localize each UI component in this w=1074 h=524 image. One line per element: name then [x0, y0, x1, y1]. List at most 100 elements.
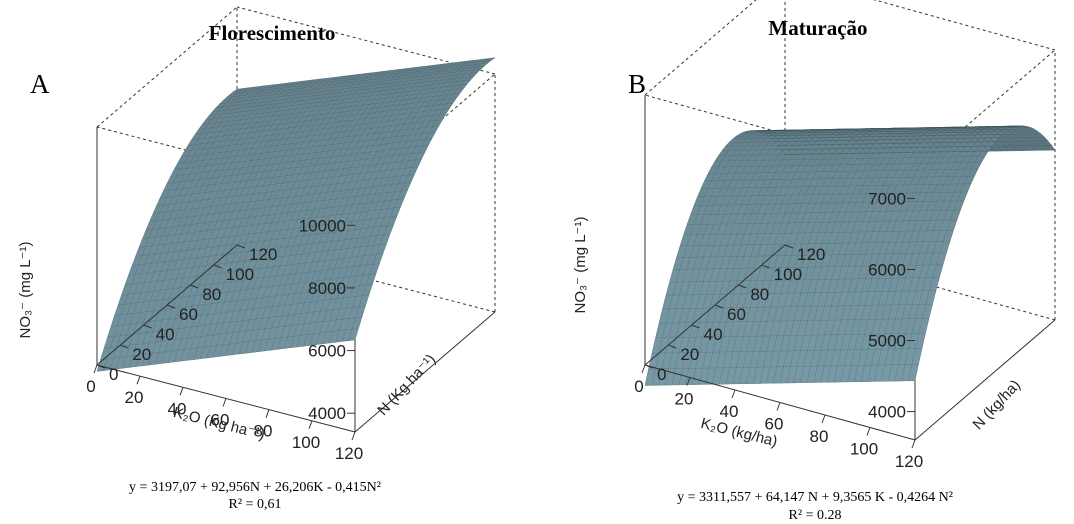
- panel-a-mesh-line-k: [354, 57, 496, 340]
- panel-a-mesh-line-k: [348, 58, 489, 341]
- panel-b-y-tick-label: 120: [797, 245, 825, 264]
- panel-b-y-tick-label: 0: [657, 365, 666, 384]
- panel-a-x-tick-mark: [308, 420, 313, 430]
- panel-a-y-tick-mark: [120, 344, 129, 349]
- panel-a-mesh-line-k: [167, 80, 309, 363]
- panel-a-mesh-line-n: [145, 198, 405, 231]
- panel-a-z-label: NO₃⁻ (mg L⁻¹): [17, 242, 34, 339]
- panel-b-y-label: N (kg/ha): [969, 377, 1024, 434]
- panel-b-x-tick-label: 40: [720, 402, 739, 421]
- panel-a-mesh-line-n: [128, 243, 387, 276]
- panel-a-x-tick-label: 40: [168, 399, 187, 418]
- panel-b-box-edge-back-top: [873, 0, 1056, 51]
- panel-b-x-tick-mark: [866, 427, 871, 436]
- panel-b-title: Maturação: [768, 16, 867, 40]
- panel-a-mesh-line-k: [148, 82, 289, 366]
- panel-a-mesh-line-n: [191, 108, 450, 140]
- panel-a-mesh-line-k: [290, 65, 431, 348]
- panel-a-mesh-line-k: [258, 69, 399, 352]
- panel-b-y-tick-label: 20: [680, 345, 699, 364]
- panel-a-x-tick-mark: [179, 387, 184, 396]
- panel-a-mesh-line-n: [114, 283, 373, 316]
- panel-b: Maturação B 4000500060007000120100806040…: [572, 0, 1056, 523]
- panel-a-x-tick-label: 60: [211, 411, 230, 430]
- panel-a-mesh-line-k: [135, 84, 276, 367]
- panel-a-box-edge-left-bottom: [354, 311, 496, 433]
- panel-a-mesh-line-k: [187, 78, 328, 361]
- panel-a-z-tick-label: 8000: [308, 279, 346, 298]
- panel-a-box-edge-right-top: [96, 6, 238, 128]
- panel-a-mesh-line-n: [163, 159, 422, 191]
- panel-a-mesh-line-n: [215, 76, 475, 108]
- panel-a-z-tick-label: 6000: [308, 342, 346, 361]
- panel-a-x-tick-mark: [222, 398, 227, 407]
- panel-a-mesh-line-n: [180, 125, 440, 158]
- panel-a-mesh-line-n: [159, 166, 419, 199]
- panel-a-mesh-line-k: [193, 77, 334, 360]
- panel-a-mesh-line-n: [121, 263, 380, 296]
- panel-a-y-tick-mark: [143, 324, 152, 329]
- panel-a-mesh-line-k: [283, 66, 425, 349]
- panel-a-mesh-line-k: [180, 78, 322, 362]
- panel-a-mesh-line-k: [277, 66, 418, 350]
- panel-b-x-tick-label: 120: [895, 452, 923, 471]
- panel-a-mesh-line-n: [170, 144, 429, 177]
- panel-b-y-tick-label: 100: [774, 265, 802, 284]
- panel-a-y-tick-label: 0: [109, 365, 118, 384]
- panel-a-x-tick-label: 0: [86, 377, 95, 396]
- panel-a-mesh-line-n: [187, 113, 447, 146]
- panel-b-z-tick-label: 6000: [868, 260, 906, 279]
- panel-b-x-tick-mark: [641, 364, 646, 374]
- panel-a-mesh-line-n: [142, 206, 401, 239]
- panel-a-mesh-line-n: [226, 65, 485, 98]
- panel-a-mesh-line-k: [251, 70, 392, 353]
- panel-a-letter: A: [30, 69, 50, 99]
- panel-a-mesh-line-n: [173, 138, 433, 170]
- panel-a-mesh-line-k: [206, 75, 347, 359]
- panel-a-mesh-line-k: [129, 85, 270, 368]
- panel-a-mesh-line-n: [138, 215, 398, 248]
- panel-a-x-tick-label: 100: [292, 433, 320, 452]
- panel-a-mesh-line-n: [198, 97, 457, 130]
- panel-b-letter: B: [628, 69, 646, 99]
- panel-b-x-tick-mark: [776, 402, 781, 411]
- panel-a-y-tick-mark: [213, 264, 222, 269]
- panel-a-mesh-line-k: [225, 73, 367, 356]
- panel-a-mesh-line-k: [161, 81, 302, 364]
- panel-a-mesh-line-k: [116, 86, 257, 370]
- panel-b-x-tick-mark: [911, 439, 916, 449]
- panel-a-mesh-line-k: [270, 67, 412, 351]
- panel-b-surface: [644, 125, 1056, 386]
- panel-a-mesh-line-n: [131, 234, 391, 266]
- panel-a-x-tick-mark: [136, 375, 141, 385]
- panel-a-mesh-line-n: [117, 273, 377, 306]
- panel-a-mesh-line-n: [233, 60, 492, 92]
- panel-a-y-tick-mark: [166, 304, 176, 309]
- panel-a-surface-mesh: [96, 57, 496, 372]
- panel-b-z-tick-label: 4000: [868, 403, 906, 422]
- panel-a-x-tick-label: 80: [254, 422, 273, 441]
- panel-a-z-tick-label: 4000: [308, 404, 346, 423]
- panel-a-y-tick-mark: [236, 244, 246, 249]
- panel-b-x-tick-label: 100: [850, 440, 878, 459]
- panel-a-mesh-line-n: [194, 102, 454, 135]
- panel-a-y-tick-mark: [190, 284, 199, 289]
- panel-a-mesh-line-n: [201, 93, 461, 125]
- panel-b-plot: 4000500060007000120100806040200020406080…: [634, 0, 1056, 471]
- panel-a-mesh-line-n: [219, 72, 478, 105]
- panel-a-mesh-line-n: [110, 294, 370, 327]
- panel-a-equation: y = 3197,07 + 92,956N + 26,206K - 0,415N…: [129, 480, 381, 495]
- panel-a-z-tick-label: 10000: [299, 216, 346, 235]
- panel-a-mesh-line-n: [177, 131, 436, 164]
- panel-a-mesh-line-n: [229, 62, 489, 95]
- panel-a-plot: 4000600080001000012010080604020002040608…: [86, 6, 496, 463]
- panel-a-mesh-line-k: [329, 60, 470, 344]
- panel-b-y-tick-label: 40: [704, 325, 723, 344]
- panel-a-mesh-line-n: [166, 151, 426, 184]
- panel-a-y-tick-mark: [96, 364, 106, 369]
- panel-a-title: Florescimento: [209, 21, 336, 45]
- panel-a-y-tick-label: 60: [179, 305, 198, 324]
- panel-a-mesh-line-k: [200, 76, 341, 359]
- panel-a-mesh-line-n: [205, 88, 464, 121]
